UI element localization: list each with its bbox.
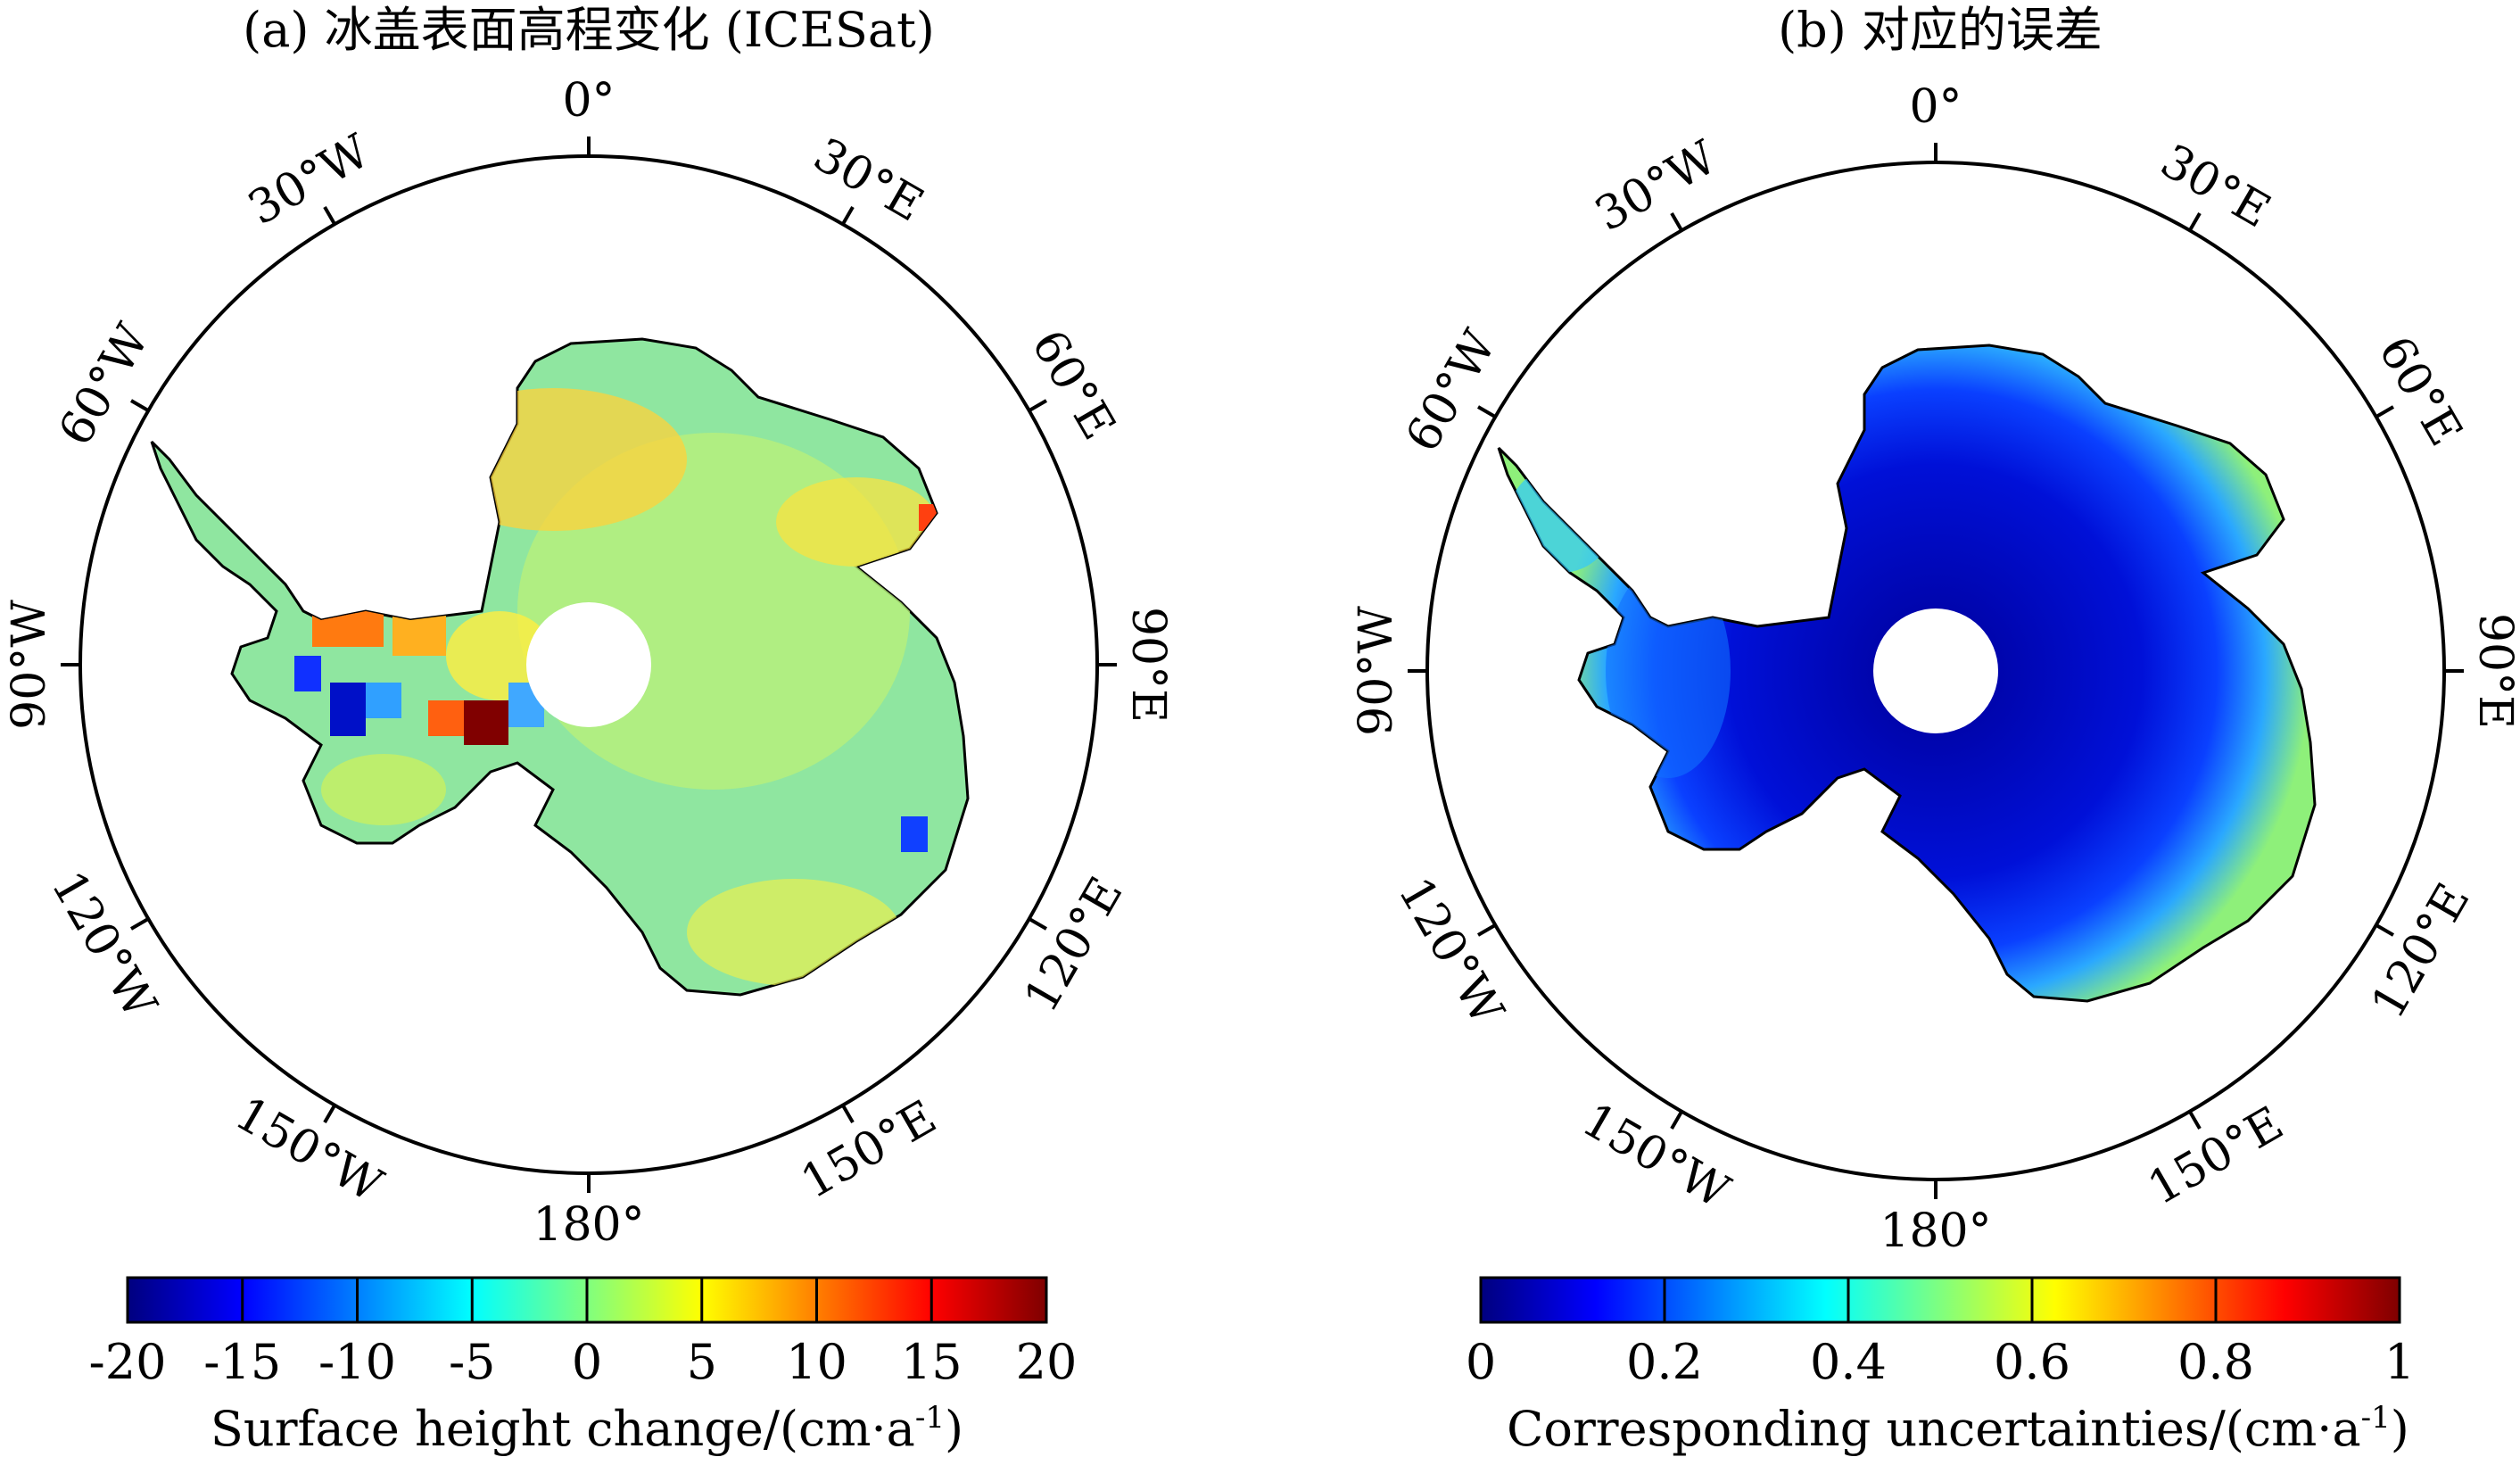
panel-a-colorbar: -20 -15 -10 -5 0 5 10 15 20 Surface height chang… [89,1276,1078,1457]
colorbar-tick-label: 20 [1016,1334,1078,1390]
coord-label-0: 0° [562,74,615,128]
graticule-ticks [1408,143,2464,1199]
panel-b-title: (b) 对应的误差 [1778,2,2103,58]
coord-label-120e: 120°E [2361,874,2481,1027]
coord-label-150e: 150°E [2139,1097,2292,1216]
colorbar-tick-label: -15 [203,1334,281,1390]
colorbar-tick-label: 0 [1466,1334,1496,1390]
panel-b: (b) 对应的误差 [1350,2,2520,1457]
colorbar-tick-label: -5 [449,1334,496,1390]
coord-label-60w: 60°W [1396,321,1508,461]
coord-label-120w: 120°W [1387,869,1514,1034]
pole-hole [526,602,651,727]
colorbar-a-label: Surface height change/(cm·a-1) [211,1400,963,1457]
coord-label-90w: 90°W [3,600,56,730]
panel-b-map: 0° 30°E 60°E 90°E 120°E 150°E 180° 150°W… [1350,80,2520,1258]
coord-label-180: 180° [1880,1205,1991,1258]
colorbar-tick-label: 1 [2384,1334,2415,1390]
colorbar-tick-label: 0.8 [2177,1334,2254,1390]
coord-label-120w: 120°W [40,863,167,1028]
coord-label-0: 0° [1909,80,1962,134]
coord-label-150w: 150°W [227,1087,392,1213]
panel-a-map: 0° 30°E 60°E 90°E 120°E 150°E 180° 150°W… [3,74,1175,1252]
colorbar-tick-label: 0.2 [1626,1334,1703,1390]
coord-label-60e: 60°E [2367,327,2472,455]
coord-label-30w: 30°W [1586,130,1726,242]
panel-b-colorbar: 0 0.2 0.4 0.6 0.8 1 Corresponding uncertainti… [1466,1276,2415,1457]
panel-a-title: (a) 冰盖表面高程变化 (ICESat) [243,2,935,58]
colorbar-b-label: Corresponding uncertainties/(cm·a-1) [1507,1400,2409,1457]
colorbar-tick-label: 0 [572,1334,602,1390]
panel-a: (a) 冰盖表面高程变化 (ICESat) [3,2,1175,1457]
colorbar-tick-label: 0.4 [1810,1334,1887,1390]
colorbar-tick-label: 5 [687,1334,717,1390]
coord-label-60w: 60°W [49,315,161,455]
coord-label-90w: 90°W [1350,606,1403,736]
colorbar-tick-label: 10 [786,1334,847,1390]
colorbar-tick-label: 15 [901,1334,963,1390]
coord-label-180: 180° [533,1198,644,1252]
coord-label-30e: 30°E [805,128,932,232]
pole-hole [1873,608,1998,733]
colorbar-b-gradient [1479,1276,2401,1324]
coord-label-30e: 30°E [2152,134,2279,238]
coord-label-150w: 150°W [1574,1093,1739,1220]
colorbar-tick-label: -10 [318,1334,396,1390]
colorbar-tick-label: 0.6 [1994,1334,2070,1390]
graticule-ticks [61,137,1117,1193]
coord-label-30w: 30°W [239,124,379,236]
coord-label-150e: 150°E [792,1090,945,1210]
coord-label-120e: 120°E [1014,868,1134,1021]
coord-label-60e: 60°E [1020,321,1125,449]
coord-label-90e: 90°E [2468,613,2520,729]
coord-label-90e: 90°E [1121,607,1175,723]
colorbar-tick-label: -20 [89,1334,167,1390]
